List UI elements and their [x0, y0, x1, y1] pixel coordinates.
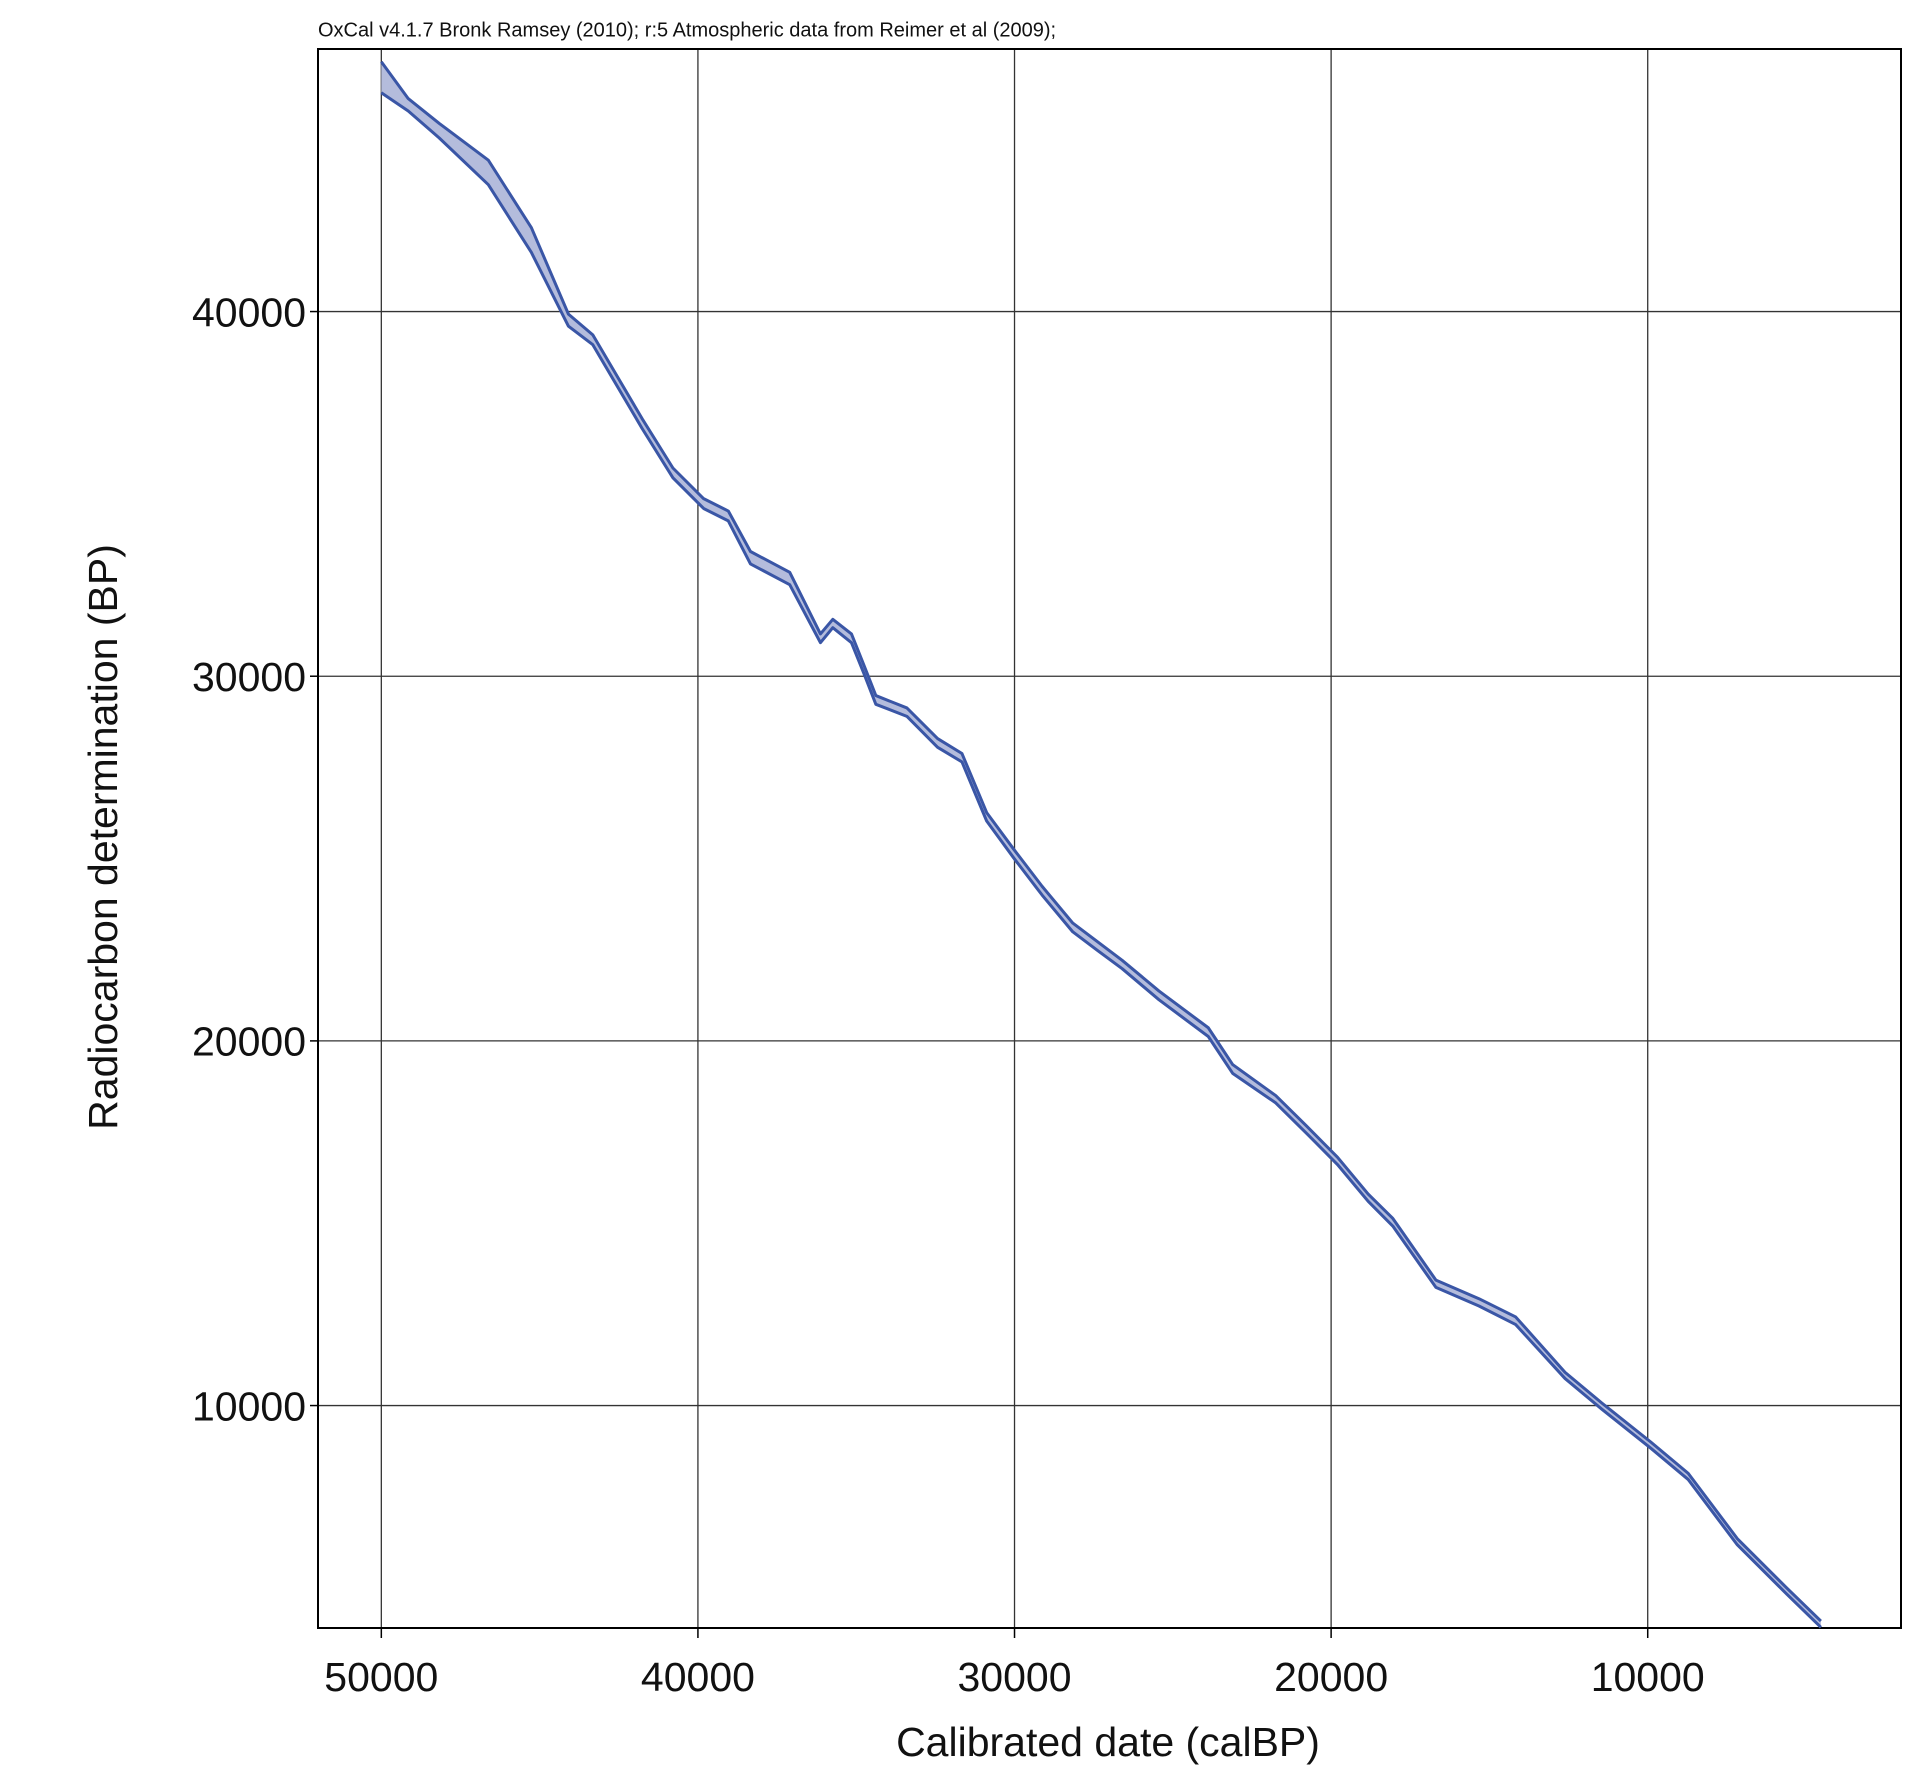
chart-title: OxCal v4.1.7 Bronk Ramsey (2010); r:5 At…: [318, 19, 1056, 41]
x-axis-label: Calibrated date (calBP): [896, 1719, 1320, 1765]
uncertainty-band: [381, 61, 1821, 1628]
x-tick-label: 40000: [641, 1654, 755, 1700]
y-tick-label: 10000: [192, 1383, 306, 1429]
upper-curve: [380, 60, 1822, 1623]
x-tick-label: 20000: [1274, 1654, 1388, 1700]
x-tick-label: 30000: [958, 1654, 1072, 1700]
x-tick-label: 50000: [324, 1654, 438, 1700]
y-axis-label: Radiocarbon determination (BP): [80, 544, 126, 1130]
y-tick-label: 40000: [192, 289, 306, 335]
lower-curve: [380, 91, 1822, 1629]
y-tick-label: 30000: [192, 654, 306, 700]
x-tick-label: 10000: [1591, 1654, 1705, 1700]
y-tick-label: 20000: [192, 1019, 306, 1065]
plot-frame: [317, 48, 1902, 1629]
